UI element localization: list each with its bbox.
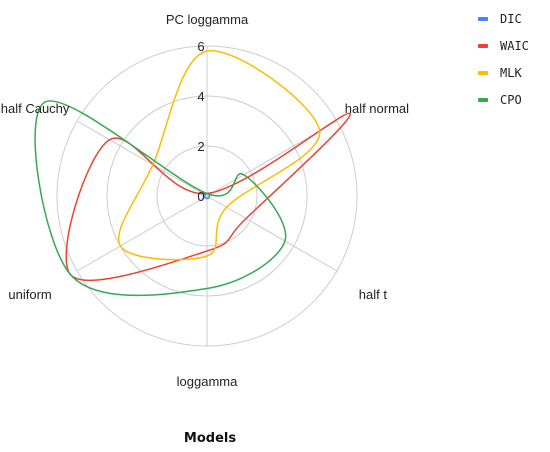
legend-label: DIC <box>500 12 522 26</box>
legend-swatch <box>478 17 488 21</box>
tick-label: 4 <box>197 89 204 104</box>
series-line-cpo <box>34 100 287 297</box>
tick-label: 0 <box>197 189 204 204</box>
series-layer <box>34 50 351 297</box>
grid-spoke <box>206 195 338 272</box>
category-label: half t <box>359 287 388 302</box>
legend-label: WAIC <box>500 39 529 53</box>
legend-label: CPO <box>500 93 522 107</box>
category-label: uniform <box>8 287 51 302</box>
radial-tick-labels: 0 2 4 6 <box>197 39 204 204</box>
grid-spoke <box>76 120 208 197</box>
legend-item-cpo[interactable]: CPO <box>478 93 522 107</box>
tick-label: 6 <box>197 39 204 54</box>
tick-label: 2 <box>197 139 204 154</box>
chart-title: Models <box>184 431 236 446</box>
series-line-mlk <box>117 50 321 261</box>
legend-swatch <box>478 44 488 48</box>
series-line-waic <box>65 112 351 282</box>
legend-swatch <box>478 71 488 75</box>
legend-item-dic[interactable]: DIC <box>478 12 522 26</box>
legend[interactable]: DIC WAIC MLK CPO <box>478 12 529 107</box>
category-label: half normal <box>345 101 409 116</box>
legend-item-mlk[interactable]: MLK <box>478 66 522 80</box>
category-label: half Cauchy <box>1 101 70 116</box>
grid-spoke <box>76 195 208 272</box>
legend-label: MLK <box>500 66 522 80</box>
legend-item-waic[interactable]: WAIC <box>478 39 529 53</box>
category-label: PC loggamma <box>166 12 249 27</box>
legend-swatch <box>478 98 488 102</box>
category-labels: PC loggamma half normal half t loggamma unif… <box>1 12 409 389</box>
radar-grid <box>56 45 358 347</box>
category-label: loggamma <box>177 374 238 389</box>
